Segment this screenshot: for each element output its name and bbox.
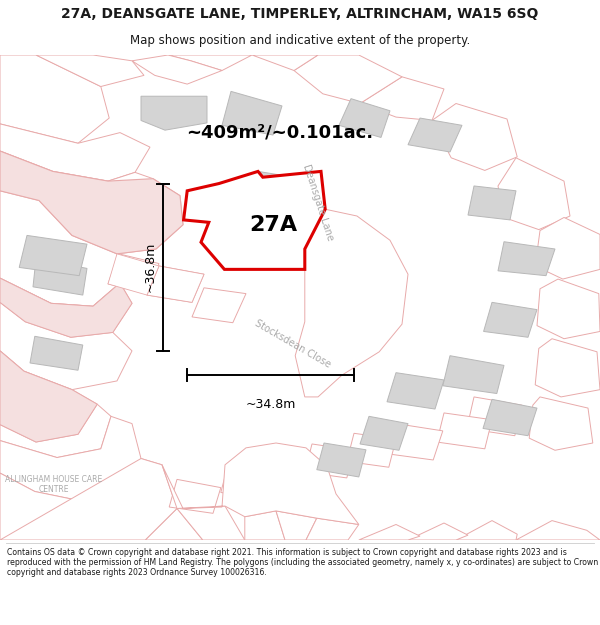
Polygon shape xyxy=(0,404,111,458)
Text: Stocksdean Close: Stocksdean Close xyxy=(253,318,332,369)
Polygon shape xyxy=(516,521,600,540)
Polygon shape xyxy=(141,96,207,130)
Polygon shape xyxy=(317,443,366,477)
Polygon shape xyxy=(408,523,468,540)
Polygon shape xyxy=(0,191,120,306)
Polygon shape xyxy=(245,511,285,540)
Polygon shape xyxy=(360,77,444,121)
Polygon shape xyxy=(36,55,144,86)
Polygon shape xyxy=(147,266,204,302)
Polygon shape xyxy=(408,118,462,152)
Polygon shape xyxy=(456,521,517,540)
Polygon shape xyxy=(443,356,504,394)
Polygon shape xyxy=(147,266,204,302)
Polygon shape xyxy=(0,416,141,502)
Polygon shape xyxy=(19,236,87,276)
Polygon shape xyxy=(145,509,203,540)
Polygon shape xyxy=(250,171,294,206)
Polygon shape xyxy=(233,229,279,262)
Text: 27A: 27A xyxy=(249,215,297,235)
Polygon shape xyxy=(432,104,517,171)
Text: ~409m²/~0.101ac.: ~409m²/~0.101ac. xyxy=(186,124,373,142)
Text: Contains OS data © Crown copyright and database right 2021. This information is : Contains OS data © Crown copyright and d… xyxy=(7,548,598,578)
Polygon shape xyxy=(252,55,318,71)
Polygon shape xyxy=(222,91,282,135)
Polygon shape xyxy=(221,465,269,499)
Polygon shape xyxy=(0,302,132,389)
Polygon shape xyxy=(132,55,222,84)
Polygon shape xyxy=(263,454,311,488)
Polygon shape xyxy=(359,524,420,540)
Polygon shape xyxy=(108,254,159,292)
Polygon shape xyxy=(108,254,159,295)
Polygon shape xyxy=(0,278,132,338)
Polygon shape xyxy=(0,351,97,442)
Text: 27A, DEANSGATE LANE, TIMPERLEY, ALTRINCHAM, WA15 6SQ: 27A, DEANSGATE LANE, TIMPERLEY, ALTRINCH… xyxy=(61,8,539,21)
Polygon shape xyxy=(0,124,150,181)
Polygon shape xyxy=(162,443,359,524)
Polygon shape xyxy=(498,242,555,276)
Text: Map shows position and indicative extent of the property.: Map shows position and indicative extent… xyxy=(130,34,470,48)
Polygon shape xyxy=(0,278,132,338)
Polygon shape xyxy=(535,339,600,397)
Polygon shape xyxy=(294,55,402,104)
Polygon shape xyxy=(276,511,317,540)
Polygon shape xyxy=(30,336,83,370)
Polygon shape xyxy=(339,99,390,138)
Polygon shape xyxy=(468,186,516,220)
Polygon shape xyxy=(305,444,354,478)
Polygon shape xyxy=(483,399,537,436)
Polygon shape xyxy=(529,397,593,450)
Polygon shape xyxy=(177,506,245,540)
Polygon shape xyxy=(0,151,183,254)
Polygon shape xyxy=(0,351,97,442)
Text: Deansgate Lane: Deansgate Lane xyxy=(301,163,335,242)
Polygon shape xyxy=(295,209,408,397)
Polygon shape xyxy=(168,55,252,71)
Polygon shape xyxy=(437,413,492,449)
Text: ~36.8m: ~36.8m xyxy=(143,242,157,292)
Polygon shape xyxy=(184,171,325,269)
Polygon shape xyxy=(0,55,109,143)
Polygon shape xyxy=(192,288,246,322)
Polygon shape xyxy=(0,459,177,540)
Polygon shape xyxy=(306,518,359,540)
Polygon shape xyxy=(386,424,443,460)
Polygon shape xyxy=(484,302,537,338)
Polygon shape xyxy=(347,433,396,468)
Polygon shape xyxy=(360,416,408,450)
Polygon shape xyxy=(33,259,87,295)
Polygon shape xyxy=(387,372,444,409)
Polygon shape xyxy=(537,279,600,339)
Text: ~34.8m: ~34.8m xyxy=(245,398,296,411)
Polygon shape xyxy=(169,479,221,513)
Polygon shape xyxy=(535,217,600,279)
Polygon shape xyxy=(0,151,183,254)
Polygon shape xyxy=(498,158,570,229)
Polygon shape xyxy=(467,397,522,436)
Polygon shape xyxy=(0,459,177,540)
Polygon shape xyxy=(208,196,249,226)
Text: ALLINGHAM HOUSE CARE
CENTRE: ALLINGHAM HOUSE CARE CENTRE xyxy=(5,474,103,494)
